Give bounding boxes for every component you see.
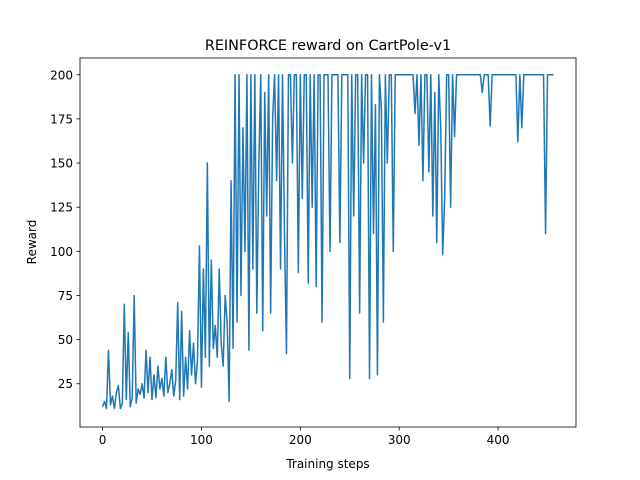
chart-title: REINFORCE reward on CartPole-v1 [205,38,451,54]
y-tick-label: 150 [50,157,73,171]
axes-frame [79,57,577,428]
y-tick-label: 100 [50,245,73,259]
y-tick-label: 175 [50,112,73,126]
plot-area [101,74,554,410]
x-tick-label: 300 [388,433,411,447]
x-tick-label: 100 [190,433,213,447]
x-tick-label: 0 [99,433,107,447]
x-tick-label: 400 [487,433,510,447]
y-axis-label: Reward [25,220,39,265]
y-tick-label: 50 [58,333,73,347]
y-tick-label: 125 [50,201,73,215]
y-tick-label: 25 [58,377,73,391]
x-axis-label: Training steps [285,457,369,471]
y-tick-label: 200 [50,68,73,82]
y-tick-label: 75 [58,289,73,303]
x-tick-label: 200 [289,433,312,447]
line-series [101,74,554,410]
